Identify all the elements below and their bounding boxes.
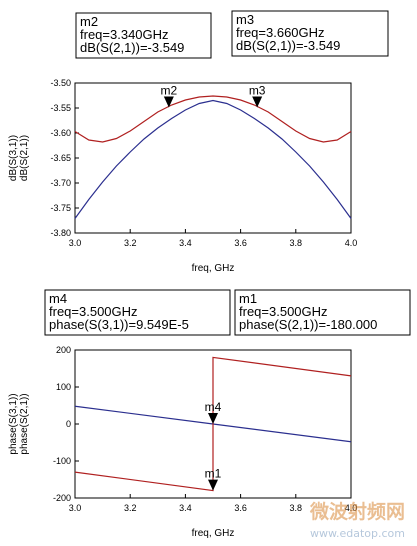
marker-box-m3-value: dB(S(2,1))=-3.549	[236, 38, 340, 53]
marker-triangle-m3[interactable]	[252, 96, 263, 108]
bottom-y-ticks: 200 100 0 -100 -200	[53, 345, 79, 503]
marker-label-m3: m3	[249, 84, 266, 98]
top-series	[74, 95, 352, 219]
bottom-x-tick-label: 3.2	[124, 503, 137, 513]
marker-box-m4-freq: freq=3.500GHz	[49, 304, 138, 319]
marker-box-m2-freq: freq=3.340GHz	[80, 27, 169, 42]
top-y-ticks: -3.50 -3.55 -3.60 -3.65 -3.70 -3.75 -3.80	[50, 78, 79, 238]
bottom-y-tick-label: 0	[66, 419, 71, 429]
top-y-tick-label: -3.70	[50, 178, 71, 188]
top-series-line-s21	[74, 95, 352, 143]
bottom-chart: 200 100 0 -100 -200 3.0 3.2 3.4 3.6 3.8 4.0 m4 m1 …	[8, 289, 411, 539]
top-x-tick-label: 3.2	[124, 238, 137, 248]
bottom-x-tick-label: 3.8	[290, 503, 303, 513]
top-y-tick-label: -3.55	[50, 103, 71, 113]
bottom-x-axis-label: freq, GHz	[192, 528, 235, 539]
top-markers: m2 m3	[161, 84, 266, 108]
watermark: 微波射频网 www.edatop.com	[309, 500, 405, 540]
marker-box-m3-freq: freq=3.660GHz	[236, 25, 325, 40]
top-x-tick-label: 3.4	[179, 238, 192, 248]
bottom-x-ticks: 3.0 3.2 3.4 3.6 3.8 4.0	[69, 494, 358, 513]
top-y-tick-label: -3.60	[50, 128, 71, 138]
top-x-ticks: 3.0 3.2 3.4 3.6 3.8 4.0	[69, 229, 358, 248]
top-x-axis-label: freq, GHz	[192, 263, 235, 274]
top-x-tick-label: 3.8	[290, 238, 303, 248]
watermark-url: www.edatop.com	[310, 527, 405, 540]
marker-box-m2-title: m2	[80, 14, 98, 29]
marker-box-m4-title: m4	[49, 291, 67, 306]
bottom-y-axis-label-s31: phase(S(3,1))	[8, 393, 19, 454]
top-plot-area	[74, 82, 352, 234]
marker-box-m4-value: phase(S(3,1))=9.549E-5	[49, 317, 189, 332]
bottom-x-tick-label: 3.4	[179, 503, 192, 513]
top-chart: -3.50-3.55-3.60-3.65-3.70-3.75-3.80 3.0 3…	[8, 10, 389, 274]
marker-triangle-m2[interactable]	[163, 96, 174, 108]
marker-label-m1: m1	[205, 467, 222, 481]
top-series-line-s31	[74, 99, 352, 219]
marker-box-m1-title: m1	[239, 291, 257, 306]
marker-box-m1[interactable]: m1 freq=3.500GHz phase(S(2,1))=-180.000	[234, 289, 411, 336]
marker-box-m3[interactable]: m3 freq=3.660GHz dB(S(2,1))=-3.549	[231, 10, 389, 57]
bottom-markers: m4 m1	[205, 400, 222, 491]
bottom-x-tick-label: 4.0	[345, 503, 358, 513]
bottom-y-tick-label: 200	[56, 345, 71, 355]
top-x-tick-label: 3.6	[234, 238, 247, 248]
marker-box-m2-value: dB(S(2,1))=-3.549	[80, 40, 184, 55]
bottom-x-tick-label: 3.0	[69, 503, 82, 513]
top-y-axis-label-s21: dB(S(2,1))	[19, 135, 30, 181]
bottom-y-tick-label: 100	[56, 382, 71, 392]
marker-box-m3-title: m3	[236, 12, 254, 27]
marker-box-m1-value: phase(S(2,1))=-180.000	[239, 317, 377, 332]
bottom-x-tick-label: 3.6	[234, 503, 247, 513]
top-y-tick-label: -3.75	[50, 203, 71, 213]
top-x-tick-label: 3.0	[69, 238, 82, 248]
marker-label-m2: m2	[161, 84, 178, 98]
marker-box-m4[interactable]: m4 freq=3.500GHz phase(S(3,1))=9.549E-5	[44, 289, 231, 336]
marker-box-m2[interactable]: m2 freq=3.340GHz dB(S(2,1))=-3.549	[75, 12, 212, 59]
watermark-title: 微波射频网	[309, 500, 405, 523]
top-y-axis-label-s31: dB(S(3,1))	[8, 135, 19, 181]
marker-label-m4: m4	[205, 400, 222, 414]
top-y-tick-label: -3.80	[50, 228, 71, 238]
top-y-tick-label: -3.50	[50, 78, 71, 88]
marker-triangle-m4[interactable]	[208, 413, 218, 424]
bottom-y-tick-label: -100	[53, 456, 71, 466]
top-x-tick-label: 4.0	[345, 238, 358, 248]
marker-box-m1-freq: freq=3.500GHz	[239, 304, 328, 319]
marker-triangle-m1[interactable]	[208, 479, 218, 491]
bottom-y-axis-label-s21: phase(S(2,1))	[19, 393, 30, 454]
top-y-tick-label: -3.65	[50, 153, 71, 163]
bottom-y-tick-label: -200	[53, 493, 71, 503]
